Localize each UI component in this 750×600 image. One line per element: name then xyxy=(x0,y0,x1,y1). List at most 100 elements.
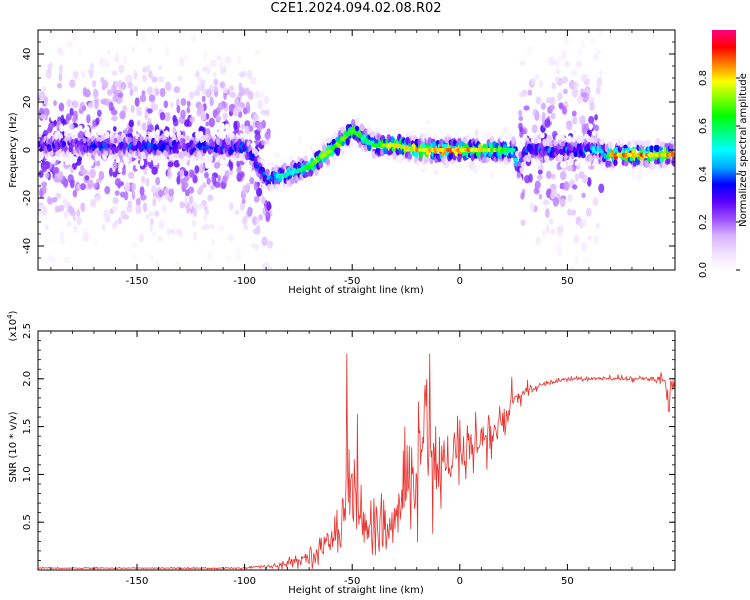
heatmap-cell xyxy=(134,97,140,107)
heatmap-cell xyxy=(598,183,605,194)
heatmap-cell xyxy=(102,141,107,150)
heatmap-cell xyxy=(593,158,599,166)
heatmap-cell xyxy=(56,82,63,89)
heatmap-cell xyxy=(138,143,143,151)
heatmap-cell xyxy=(180,109,186,119)
heatmap-cell xyxy=(545,97,552,104)
x-tick-label: -150 xyxy=(126,576,149,587)
heatmap-cell xyxy=(49,150,54,157)
heatmap-cell xyxy=(485,131,491,139)
heatmap-cell xyxy=(552,197,559,207)
heatmap-cell xyxy=(580,74,587,82)
heatmap-cell xyxy=(217,102,224,111)
heatmap-cell xyxy=(120,81,127,90)
heatmap-cell xyxy=(626,141,632,148)
heatmap-cell xyxy=(519,167,524,173)
heatmap-cell xyxy=(265,168,270,176)
heatmap-cell xyxy=(188,195,194,205)
heatmap-cell xyxy=(189,116,196,123)
heatmap-cell xyxy=(212,109,218,119)
heatmap-cell xyxy=(541,229,546,239)
heatmap-cell xyxy=(551,82,556,90)
heatmap-cell xyxy=(95,194,102,202)
heatmap-cell xyxy=(193,207,197,218)
heatmap-cell xyxy=(256,187,263,197)
heatmap-cell xyxy=(214,181,221,188)
heatmap-cell xyxy=(573,82,579,88)
heatmap-cell xyxy=(261,195,266,205)
heatmap-cell xyxy=(416,160,421,166)
heatmap-cell xyxy=(593,235,599,246)
heatmap-cell xyxy=(72,214,77,222)
heatmap-cell xyxy=(556,242,563,249)
heatmap-cell xyxy=(236,160,241,168)
heatmap-cell xyxy=(331,159,336,167)
heatmap-cell xyxy=(520,192,525,200)
heatmap-cell xyxy=(397,156,402,164)
heatmap-cell xyxy=(95,160,101,167)
heatmap-cell xyxy=(265,138,270,146)
heatmap-cell xyxy=(472,164,479,174)
heatmap-cell xyxy=(124,157,129,164)
heatmap-cell xyxy=(611,137,617,145)
heatmap-cell xyxy=(549,59,557,66)
heatmap-cell xyxy=(63,124,68,131)
heatmap-cell xyxy=(139,186,145,196)
heatmap-cell xyxy=(554,76,560,83)
y-tick-label: 2.0 xyxy=(22,371,33,387)
heatmap-cell xyxy=(129,88,134,97)
heatmap-cell xyxy=(123,141,129,149)
heatmap-cell xyxy=(76,209,81,217)
heatmap-cell xyxy=(303,155,309,162)
heatmap-cell xyxy=(130,145,136,151)
heatmap-cell xyxy=(188,91,195,100)
x-tick-label: -50 xyxy=(344,576,360,587)
heatmap-cell xyxy=(38,211,42,217)
heatmap-cell xyxy=(458,163,463,172)
heatmap-cell xyxy=(247,90,254,100)
heatmap-cell xyxy=(607,160,612,167)
heatmap-cell xyxy=(197,203,202,211)
heatmap-cell xyxy=(590,38,596,44)
heatmap-cell xyxy=(202,182,207,189)
snr-multiplier: (x104) xyxy=(6,310,19,341)
heatmap-cell xyxy=(595,222,600,230)
heatmap-cell xyxy=(152,198,157,207)
heatmap-cell xyxy=(534,180,541,189)
heatmap-cell xyxy=(119,110,126,120)
heatmap-cell xyxy=(113,126,117,132)
heatmap-cell xyxy=(608,140,613,147)
heatmap-cell xyxy=(100,76,105,84)
heatmap-cell xyxy=(94,99,99,110)
heatmap-cell xyxy=(551,173,556,180)
heatmap-cell xyxy=(63,209,69,220)
heatmap-cell xyxy=(169,228,176,235)
heatmap-cell xyxy=(531,124,538,134)
snr-x-ticks: -150 -100 -50 0 50 xyxy=(50,331,654,587)
heatmap-cell xyxy=(80,168,87,175)
heatmap-cell xyxy=(79,183,87,191)
heatmap-cell xyxy=(205,65,211,75)
heatmap-cell xyxy=(242,224,249,231)
heatmap-cell xyxy=(55,192,62,200)
heatmap-cell xyxy=(538,80,544,88)
heatmap-cell xyxy=(318,161,324,169)
x-tick-label: 0 xyxy=(457,276,463,287)
heatmap-cell xyxy=(127,82,134,89)
heatmap-cell xyxy=(46,126,53,134)
heatmap-cell xyxy=(354,125,360,132)
heatmap-cell xyxy=(574,256,579,264)
heatmap-cell xyxy=(562,160,567,169)
heatmap-cell xyxy=(217,225,225,233)
heatmap-cell xyxy=(180,98,187,107)
heatmap-cell xyxy=(206,177,211,185)
heatmap-cell xyxy=(168,188,175,197)
heatmap-cell xyxy=(208,224,215,230)
heatmap-cell xyxy=(192,220,196,227)
heatmap-cell xyxy=(112,197,119,205)
heatmap-cell xyxy=(307,177,312,185)
heatmap-cell xyxy=(64,130,69,138)
heatmap-cell xyxy=(201,95,206,103)
heatmap-cell xyxy=(521,89,528,98)
heatmap-cell xyxy=(527,45,534,55)
